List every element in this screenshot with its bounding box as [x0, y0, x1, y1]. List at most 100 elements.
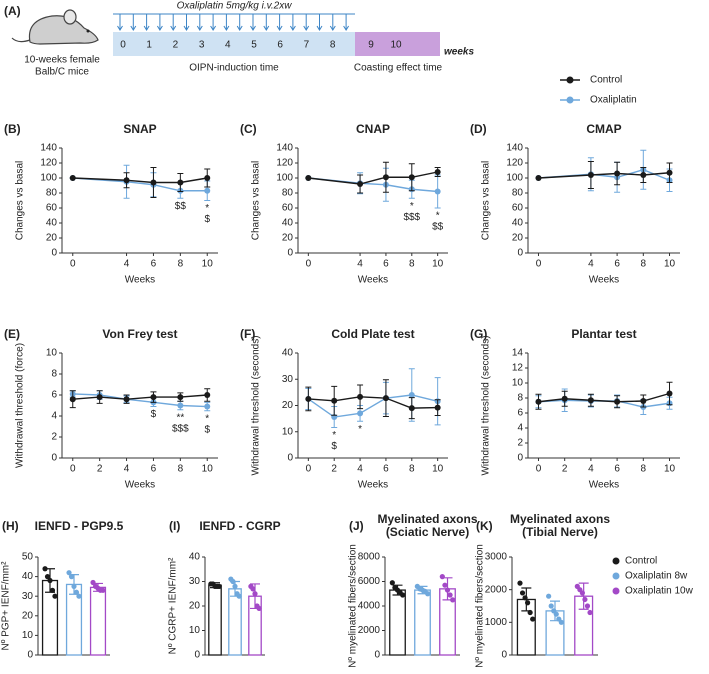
data-point [408, 174, 415, 181]
error-bar [442, 577, 453, 601]
week-label: 6 [277, 40, 283, 51]
series-line [307, 394, 438, 418]
error-bar [250, 583, 260, 610]
y-tick-label: 30 [282, 374, 294, 385]
data-point [73, 589, 80, 595]
chart-title: Myelinated axons [510, 512, 610, 526]
data-point [561, 395, 568, 402]
week-label: 9 [368, 40, 374, 51]
data-point [425, 591, 431, 597]
y-tick-label: 120 [506, 158, 523, 169]
bar [414, 589, 431, 656]
dose-arrowhead [170, 25, 177, 31]
mouse-label: Balb/C mice [35, 67, 89, 78]
data-point [49, 587, 56, 593]
y-tick-label: 8000 [358, 552, 381, 563]
y-tick-label: 2000 [485, 584, 508, 595]
data-point [434, 404, 441, 411]
panel-label: (E) [4, 327, 20, 341]
y-tick-label: 120 [40, 158, 57, 169]
data-point [389, 580, 395, 586]
data-point [614, 170, 621, 177]
x-tick-label: 6 [614, 259, 620, 270]
data-point [587, 172, 594, 178]
series-line [308, 396, 438, 409]
data-point [177, 402, 184, 409]
legend-label: Oxaliplatin 8w [625, 571, 688, 582]
y-tick-label: 2 [51, 432, 57, 443]
chart-title: (Tibial Nerve) [522, 525, 598, 539]
y-tick-label: 40 [22, 571, 34, 582]
chart-title: (Sciatic Nerve) [386, 525, 469, 539]
y-axis-label: Changes vs basal [15, 161, 26, 241]
panel-label: (H) [2, 519, 19, 533]
data-point [442, 582, 448, 588]
y-tick-label: 0 [287, 453, 293, 464]
week-label: 8 [330, 40, 336, 51]
data-point [548, 603, 554, 609]
y-tick-label: 4 [517, 423, 523, 434]
chart-title: Myelinated axons [377, 512, 477, 526]
data-point [357, 393, 364, 400]
x-tick-label: 0 [536, 259, 542, 270]
y-tick-label: 80 [46, 188, 58, 199]
panel-label: (D) [470, 122, 487, 136]
legend-marker [566, 76, 574, 84]
data-point [519, 590, 526, 596]
y-tick-label: 20 [512, 233, 524, 244]
week-label: 7 [304, 40, 310, 51]
series-line [72, 394, 208, 400]
y-tick-label: 40 [282, 348, 294, 359]
data-point [558, 619, 564, 625]
coasting-bar [355, 32, 440, 56]
dose-arrowhead [143, 25, 150, 31]
series-line [72, 393, 208, 408]
data-point [400, 592, 406, 598]
x-tick-label: 6 [383, 259, 389, 270]
x-axis-label: Weeks [589, 480, 619, 491]
bar [389, 589, 406, 656]
week-label: 0 [120, 40, 126, 51]
x-tick-label: 2 [331, 464, 337, 475]
significance-label: * [436, 211, 440, 222]
data-point [408, 392, 415, 398]
significance-label: * [358, 424, 362, 435]
x-tick-label: 8 [178, 259, 184, 270]
series-line [72, 177, 208, 192]
y-tick-label: 10 [189, 625, 201, 636]
y-tick-label: 2000 [358, 625, 381, 636]
y-axis-label: Nº myelinated fibers/section [475, 544, 486, 668]
induction-bar [113, 32, 355, 56]
chart-title: IENFD - CGRP [199, 519, 280, 533]
data-point [640, 398, 647, 404]
y-tick-label: 14 [512, 348, 524, 359]
x-tick-label: 4 [588, 259, 594, 270]
y-tick-label: 60 [512, 203, 524, 214]
dose-arrowhead [223, 25, 230, 31]
y-tick-label: 10 [512, 378, 524, 389]
x-tick-label: 6 [151, 259, 157, 270]
y-tick-label: 6 [51, 390, 57, 401]
data-point [535, 398, 542, 405]
x-tick-label: 4 [357, 464, 363, 475]
data-point [382, 395, 389, 402]
week-label: 4 [225, 40, 231, 51]
significance-label: ** [176, 412, 184, 423]
y-tick-label: 10 [46, 348, 58, 359]
data-point [434, 188, 441, 195]
data-point [587, 609, 593, 616]
dose-arrowhead [316, 25, 323, 31]
dose-arrowhead [343, 25, 350, 31]
data-point [100, 587, 106, 593]
bar [208, 584, 222, 656]
significance-label: $$$ [172, 423, 189, 434]
y-tick-label: 60 [282, 203, 294, 214]
data-point [66, 570, 72, 576]
chart-title: Von Frey test [102, 327, 177, 341]
data-point [530, 616, 536, 622]
data-point [614, 398, 621, 405]
dose-arrowhead [276, 25, 283, 31]
significance-label: $$$ [403, 212, 420, 223]
data-point [584, 603, 591, 609]
panel-label: (K) [476, 519, 493, 533]
